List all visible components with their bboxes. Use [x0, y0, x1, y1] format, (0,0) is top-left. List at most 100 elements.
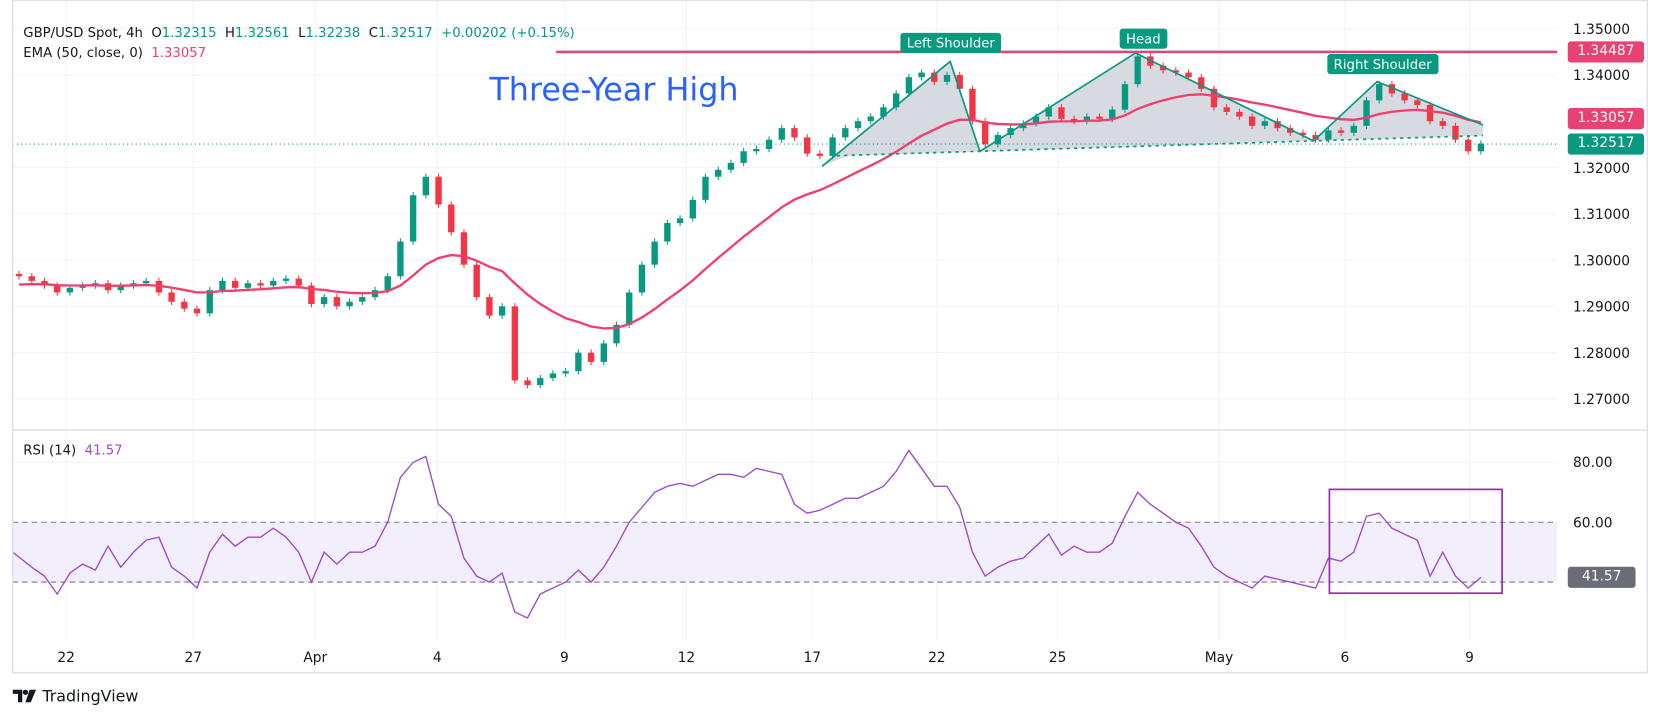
candle-body	[867, 116, 874, 122]
tradingview-logo-text: TradingView	[42, 686, 139, 706]
resistance-price-tag: 1.34487	[1567, 41, 1645, 63]
time-tick-label: 6	[1341, 650, 1350, 666]
candle-body	[753, 148, 760, 152]
candle-body	[1299, 132, 1307, 136]
candle-body	[1045, 107, 1052, 117]
candle-body	[1172, 70, 1180, 73]
candle-body	[1452, 125, 1459, 140]
candle-body	[854, 121, 862, 129]
low-label: L	[298, 24, 306, 41]
tradingview-logo-icon	[12, 689, 37, 703]
time-tick-label: 27	[184, 650, 202, 666]
legend-ema[interactable]: EMA (50, close, 0) 1.33057	[23, 44, 206, 60]
candle-body	[28, 276, 35, 281]
time-tick-label: 12	[678, 650, 696, 666]
candle-body	[1198, 77, 1205, 89]
candle-body	[905, 77, 913, 94]
legend-rsi[interactable]: RSI (14) 41.57	[23, 442, 122, 458]
candle-body	[638, 264, 646, 293]
candle-body	[1401, 93, 1408, 101]
candle-body	[931, 72, 938, 82]
candle-body	[1096, 116, 1103, 119]
candle-body	[689, 199, 696, 219]
time-tick-label: 9	[560, 650, 569, 666]
candle-body	[66, 287, 74, 293]
candle-body	[1287, 128, 1294, 133]
price-tick-label: 1.28000	[1573, 346, 1630, 362]
candle-body	[511, 306, 518, 381]
open-value: 1.32315	[161, 24, 217, 41]
candle-body	[1159, 65, 1167, 71]
price-tick-label: 1.30000	[1573, 253, 1630, 269]
time-tick-label: 4	[433, 650, 442, 666]
candle-body	[765, 139, 773, 149]
candle-body	[1058, 107, 1065, 119]
three-year-high-annotation[interactable]: Three-Year High	[489, 72, 739, 110]
candle-body	[54, 285, 61, 293]
candle-body	[1210, 88, 1218, 108]
rsi-band-fill	[12, 522, 1558, 583]
candle-body	[168, 292, 175, 302]
close-label: C	[368, 24, 378, 41]
candle-body	[1134, 56, 1141, 85]
high-label: H	[224, 24, 235, 41]
candle-body	[702, 176, 709, 200]
candle-body	[384, 276, 391, 291]
candle-body	[727, 162, 735, 170]
candle-body	[1350, 125, 1357, 133]
chart-border	[11, 0, 1649, 674]
candle-body	[880, 107, 887, 117]
last-price-tag: 1.32517	[1567, 133, 1645, 155]
candle-body	[206, 290, 213, 314]
candle-body	[143, 280, 150, 284]
left-shoulder-label[interactable]: Left Shoulder	[900, 32, 1002, 53]
candle-body	[778, 128, 785, 140]
candle-body	[981, 121, 989, 145]
candle-body	[537, 378, 544, 386]
candle-body	[651, 241, 658, 265]
candle-body	[219, 280, 226, 291]
left-shoulder-fill	[822, 61, 980, 167]
candle-body	[715, 169, 722, 177]
candle-body	[676, 218, 684, 224]
ema-line	[19, 93, 1482, 330]
rsi-value: 41.57	[84, 441, 123, 458]
candle-body	[1465, 139, 1472, 152]
price-tick-label: 1.29000	[1573, 300, 1630, 316]
rsi-highlight-box	[1328, 488, 1503, 595]
time-tick-label: 9	[1465, 650, 1474, 666]
rsi-label: RSI (14)	[23, 441, 77, 458]
ema-value: 1.33057	[151, 44, 207, 61]
candle-body	[1439, 121, 1446, 126]
right-shoulder-label[interactable]: Right Shoulder	[1327, 54, 1439, 75]
candle-body	[320, 297, 328, 305]
candle-body	[282, 278, 290, 281]
candle-body	[1109, 109, 1116, 119]
candle-body	[308, 285, 315, 305]
candle-body	[918, 72, 925, 78]
high-value: 1.32561	[234, 24, 290, 41]
candle-body	[397, 241, 404, 277]
candle-body	[257, 283, 264, 286]
candle-body	[829, 137, 836, 156]
time-tick-label: 17	[804, 650, 822, 666]
candle-body	[346, 301, 353, 307]
candle-body	[1248, 116, 1256, 126]
symbol-title[interactable]: GBP/USD Spot, 4h	[23, 24, 143, 41]
candle-body	[1388, 84, 1396, 94]
head-label[interactable]: Head	[1119, 28, 1168, 49]
time-tick-label: 22	[57, 650, 75, 666]
tradingview-logo[interactable]: TradingView	[12, 686, 139, 706]
candle-body	[498, 306, 506, 316]
price-axis: 1.35000 1.34000 1.32000 1.31000 1.30000 1.290…	[1573, 22, 1630, 408]
candle-body	[435, 176, 442, 205]
candle-body	[816, 153, 824, 156]
candle-body	[181, 301, 188, 309]
time-tick-label: Apr	[303, 650, 327, 666]
candle-body	[1477, 143, 1485, 152]
candle-body	[562, 371, 569, 374]
candle-body	[1312, 135, 1319, 140]
candle-body	[1414, 100, 1421, 105]
candle-body	[804, 137, 811, 154]
